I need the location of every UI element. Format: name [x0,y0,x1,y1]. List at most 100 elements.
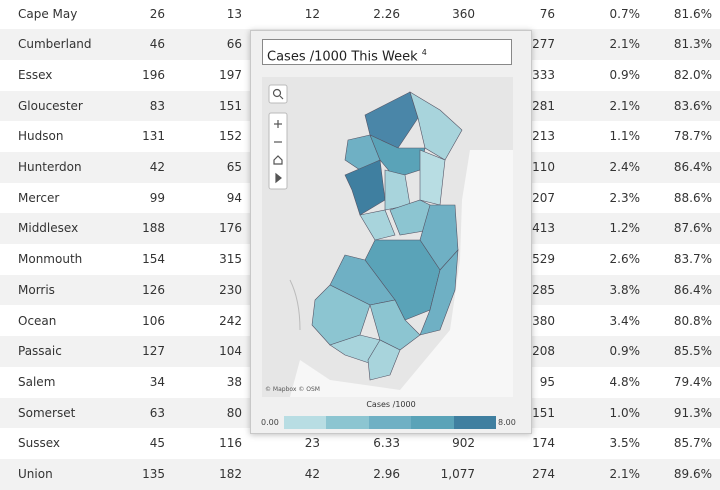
cell-value: 135 [142,467,165,481]
cell-value: 91.3% [673,405,712,420]
cell-value: 34 [149,374,165,389]
cell-value: 174 [532,436,555,451]
cell-value: 413 [532,221,555,236]
table-row: Cape May 26 13 12 2.26 360 76 0.7% 81.6% [0,0,720,29]
cell-value: 151 [532,405,555,420]
control-icons [272,88,284,184]
table-row: Essex 196 197 333 0.9% 82.0% [0,60,720,91]
table-row: Union 135 182 42 2.96 1,077 274 2.1% 89.6% [0,459,720,490]
cell-value: 83 [149,98,165,113]
county-name: Gloucester [18,98,83,113]
cell-value: 63 [149,405,165,420]
cell-value: 208 [532,344,555,359]
cell-value: 2.26 [373,6,400,21]
county-name: Somerset [18,405,76,420]
cell-value: 78.7% [673,129,712,144]
cell-value: 2.6% [609,252,641,267]
cell-value: 126 [142,282,165,297]
table-row: Hudson 131 152 213 1.1% 78.7% [0,121,720,152]
cell-value: 281 [532,98,555,113]
cell-value: 1.0% [609,405,641,420]
table-row: Sussex 45 116 23 6.33 902 174 3.5% 85.7% [0,428,720,459]
county-name: Monmouth [18,252,83,267]
cell-value: 197 [219,67,242,82]
county-name: Cumberland [18,37,92,52]
county-name: Hudson [18,129,64,144]
cell-value: 42 [149,160,165,174]
county-name: Ocean [18,313,57,328]
cell-value: 86.4% [673,160,712,174]
cell-value: 529 [532,252,555,267]
legend-min: 0.00 [261,418,279,427]
county-name: Hunterdon [18,160,82,174]
cell-value: 85.5% [673,344,712,359]
cell-value: 277 [532,37,555,52]
cell-value: 13 [226,6,242,21]
cell-value: 2.1% [609,37,641,52]
county-name: Morris [18,282,55,297]
cell-value: 213 [532,129,555,144]
map-popup: Cases /1000 This Week 4 [250,30,532,434]
cell-value: 79.4% [673,374,712,389]
legend-bar [284,416,497,429]
cell-value: 76 [539,6,555,21]
attribution: © Mapbox © OSM [265,386,320,393]
water [290,150,513,397]
cell-value: 360 [452,6,475,21]
cell-value: 380 [532,313,555,328]
cell-value: 1.1% [609,129,641,144]
cell-value: 88.6% [673,190,712,205]
cell-value: 45 [149,436,165,451]
cell-value: 26 [149,6,165,21]
cell-value: 95 [539,374,555,389]
cell-value: 94 [226,190,242,205]
cell-value: 3.4% [609,313,641,328]
cell-value: 82.0% [673,67,712,82]
cell-value: 182 [219,467,242,481]
cell-value: 80.8% [673,313,712,328]
cell-value: 154 [142,252,165,267]
cell-value: 2.1% [609,467,641,481]
table-row: Monmouth 154 315 529 2.6% 83.7% [0,244,720,275]
county-name: Cape May [18,6,78,21]
cell-value: 116 [219,436,242,451]
map [262,77,513,397]
county-name: Sussex [18,436,60,451]
cell-value: 85.7% [673,436,712,451]
cell-value: 196 [142,67,165,82]
cell-value: 83.6% [673,98,712,113]
county-name: Passaic [18,344,62,359]
footnote: 4 [421,48,427,57]
cell-value: 0.9% [609,344,641,359]
cell-value: 285 [532,282,555,297]
cell-value: 65 [226,160,242,174]
cell-value: 902 [452,436,475,451]
cell-value: 81.6% [673,6,712,21]
county-name: Union [18,467,53,481]
cell-value: 1,077 [440,467,475,481]
border [289,279,301,331]
cell-value: 6.33 [373,436,400,451]
legend-max: 8.00 [498,418,516,427]
cell-value: 89.6% [673,467,712,481]
cell-value: 106 [142,313,165,328]
cell-value: 81.3% [673,37,712,52]
county-name: Salem [18,374,56,389]
cell-value: 2.96 [373,467,400,481]
popup-title: Cases /1000 This Week 4 [262,39,512,65]
cell-value: 87.6% [673,221,712,236]
county-name: Middlesex [18,221,79,236]
title-text: Cases /1000 This Week [267,49,418,65]
cell-value: 23 [304,436,320,451]
cell-value: 66 [226,37,242,52]
cell-value: 4.8% [609,374,641,389]
cell-value: 80 [226,405,242,420]
cell-value: 3.8% [609,282,641,297]
cell-value: 2.1% [609,98,641,113]
cell-value: 207 [532,190,555,205]
map-controls[interactable] [268,84,288,190]
cell-value: 242 [219,313,242,328]
cell-value: 99 [149,190,165,205]
table-row: Ocean 106 242 380 3.4% 80.8% [0,306,720,337]
cell-value: 1.2% [609,221,641,236]
